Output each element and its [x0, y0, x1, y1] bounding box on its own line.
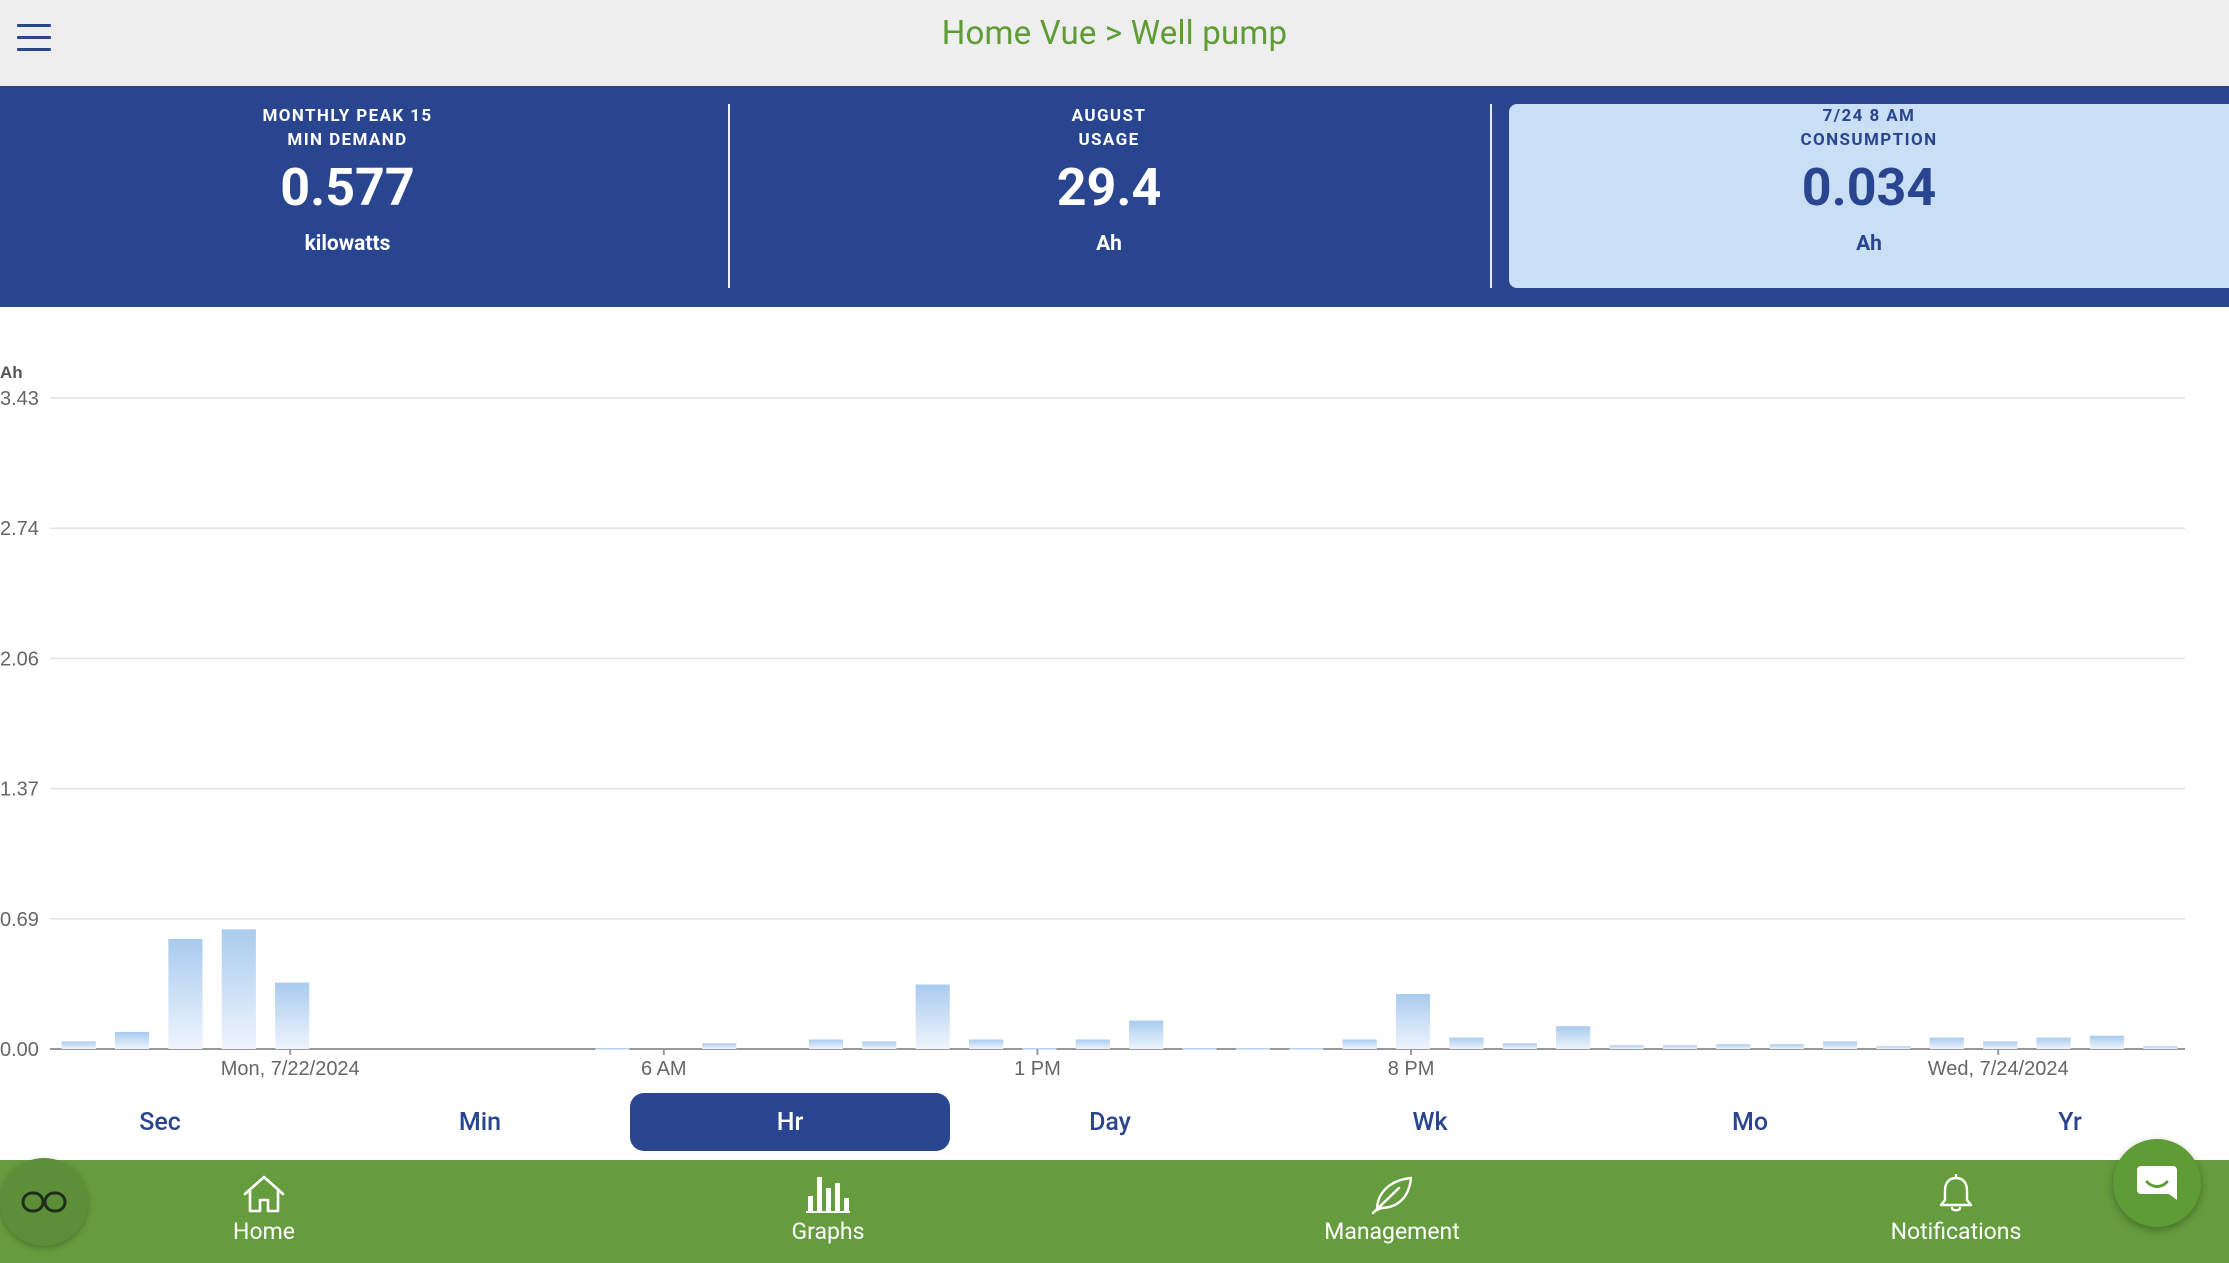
chart-bar[interactable]: [1556, 1026, 1591, 1049]
home-icon: [243, 1175, 285, 1213]
glasses-icon: [21, 1191, 67, 1213]
hamburger-icon[interactable]: [16, 20, 52, 56]
view-toggle-button[interactable]: [0, 1158, 88, 1246]
chart-bar[interactable]: [1609, 1045, 1644, 1049]
nav-notifications[interactable]: Notifications: [1856, 1174, 2056, 1245]
page-title: Home Vue > Well pump: [941, 14, 1288, 53]
chart-bar[interactable]: [1289, 1048, 1324, 1051]
bell-icon: [1939, 1174, 1973, 1212]
range-wk[interactable]: Wk: [1412, 1107, 1448, 1137]
range-yr[interactable]: Yr: [2058, 1107, 2082, 1137]
chat-icon: [2137, 1166, 2177, 1200]
chart-bar[interactable]: [1395, 993, 1431, 1049]
usage-chart-svg[interactable]: Ah 0.00 0.69 1.37 2.06 2.74 3.43 Mon, 7/22/20…: [0, 320, 2229, 1080]
stat-value: 0.034: [1801, 157, 1937, 218]
stat-card-monthly-usage[interactable]: AUGUST USAGE 29.4 Ah: [762, 104, 1456, 288]
chart-bar[interactable]: [275, 982, 310, 1049]
chart-bar[interactable]: [1235, 1048, 1271, 1051]
y-axis-unit: Ah: [0, 363, 23, 382]
bottom-navigation: Home Graphs Management Notifications: [0, 1160, 2229, 1263]
x-tick-label: Wed, 7/24/2024: [1928, 1058, 2069, 1080]
y-tick-label: 2.74: [0, 518, 39, 540]
chart-bar[interactable]: [168, 938, 203, 1049]
chart-bar[interactable]: [1182, 1048, 1217, 1051]
chart-bar[interactable]: [2089, 1035, 2125, 1049]
range-hr[interactable]: Hr: [630, 1093, 950, 1151]
chart-bar[interactable]: [2143, 1046, 2178, 1049]
x-tick-label: 6 AM: [641, 1058, 687, 1080]
range-mo[interactable]: Mo: [1731, 1107, 1769, 1137]
y-tick-label: 0.69: [0, 909, 39, 931]
stat-unit: Ah: [1096, 232, 1122, 256]
chart-bar[interactable]: [702, 1043, 737, 1049]
chart-bar[interactable]: [968, 1039, 1004, 1049]
stat-value: 29.4: [1056, 157, 1162, 218]
nav-label: Graphs: [791, 1218, 865, 1245]
chart-bar[interactable]: [1822, 1041, 1858, 1049]
summary-panel: MONTHLY PEAK 15 MIN DEMAND 0.577 kilowat…: [0, 86, 2229, 307]
y-tick-label: 3.43: [0, 388, 39, 410]
chart-bar[interactable]: [221, 929, 256, 1049]
chart-bar[interactable]: [862, 1041, 897, 1049]
stat-unit: kilowatts: [304, 232, 391, 256]
chart-bar[interactable]: [1716, 1044, 1751, 1049]
x-tick-label: 8 PM: [1388, 1058, 1435, 1080]
usage-chart[interactable]: Ah 0.00 0.69 1.37 2.06 2.74 3.43 Mon, 7/22/20…: [0, 320, 2229, 1080]
chart-bar[interactable]: [2036, 1037, 2071, 1049]
stat-label: 7/24 8 AM CONSUMPTION: [1800, 106, 1938, 150]
chart-bar[interactable]: [1342, 1039, 1377, 1049]
leaf-icon: [1371, 1176, 1413, 1214]
stat-value: 0.577: [280, 157, 415, 218]
chart-bar[interactable]: [1075, 1039, 1110, 1049]
x-tick-label: Mon, 7/22/2024: [221, 1058, 360, 1080]
stat-divider: [1490, 104, 1492, 288]
nav-label: Notifications: [1890, 1218, 2022, 1245]
chart-bar[interactable]: [114, 1031, 150, 1049]
y-tick-label: 1.37: [0, 779, 39, 801]
chart-bar[interactable]: [1022, 1048, 1057, 1051]
app-header: Home Vue > Well pump: [0, 0, 2229, 86]
stat-divider: [728, 104, 730, 288]
chart-bar[interactable]: [1929, 1037, 1964, 1049]
stat-label: MONTHLY PEAK 15 MIN DEMAND: [262, 106, 433, 150]
chat-button[interactable]: [2113, 1139, 2201, 1227]
stat-card-peak-demand[interactable]: MONTHLY PEAK 15 MIN DEMAND 0.577 kilowat…: [0, 104, 695, 288]
y-tick-label: 0.00: [0, 1039, 39, 1061]
chart-bar[interactable]: [808, 1039, 844, 1049]
chart-bar[interactable]: [1876, 1046, 1911, 1049]
range-sec[interactable]: Sec: [139, 1107, 181, 1137]
nav-management[interactable]: Management: [1292, 1174, 1492, 1245]
chart-bar[interactable]: [595, 1048, 630, 1051]
nav-graphs[interactable]: Graphs: [728, 1174, 928, 1245]
chart-bar[interactable]: [1502, 1043, 1537, 1049]
stat-unit: Ah: [1856, 232, 1882, 256]
nav-home[interactable]: Home: [164, 1174, 364, 1245]
chart-bar[interactable]: [915, 984, 950, 1049]
chart-bar[interactable]: [1449, 1037, 1484, 1049]
stat-card-consumption[interactable]: 7/24 8 AM CONSUMPTION 0.034 Ah: [1509, 104, 2229, 288]
chart-bar[interactable]: [1983, 1041, 2018, 1049]
chart-bar[interactable]: [61, 1041, 96, 1049]
stat-label: AUGUST USAGE: [1071, 106, 1147, 150]
range-day[interactable]: Day: [1089, 1107, 1131, 1137]
x-tick-label: 1 PM: [1014, 1058, 1061, 1080]
time-range-selector: Sec Min Hr Day Wk Mo Yr: [0, 1093, 2229, 1153]
range-min[interactable]: Min: [458, 1107, 502, 1137]
chart-bar[interactable]: [1769, 1044, 1804, 1049]
nav-label: Management: [1324, 1218, 1460, 1245]
y-tick-label: 2.06: [0, 648, 39, 670]
chart-bar[interactable]: [1129, 1020, 1164, 1049]
bar-chart-icon: [806, 1177, 850, 1213]
nav-label: Home: [233, 1218, 295, 1245]
chart-bar[interactable]: [1662, 1045, 1698, 1049]
